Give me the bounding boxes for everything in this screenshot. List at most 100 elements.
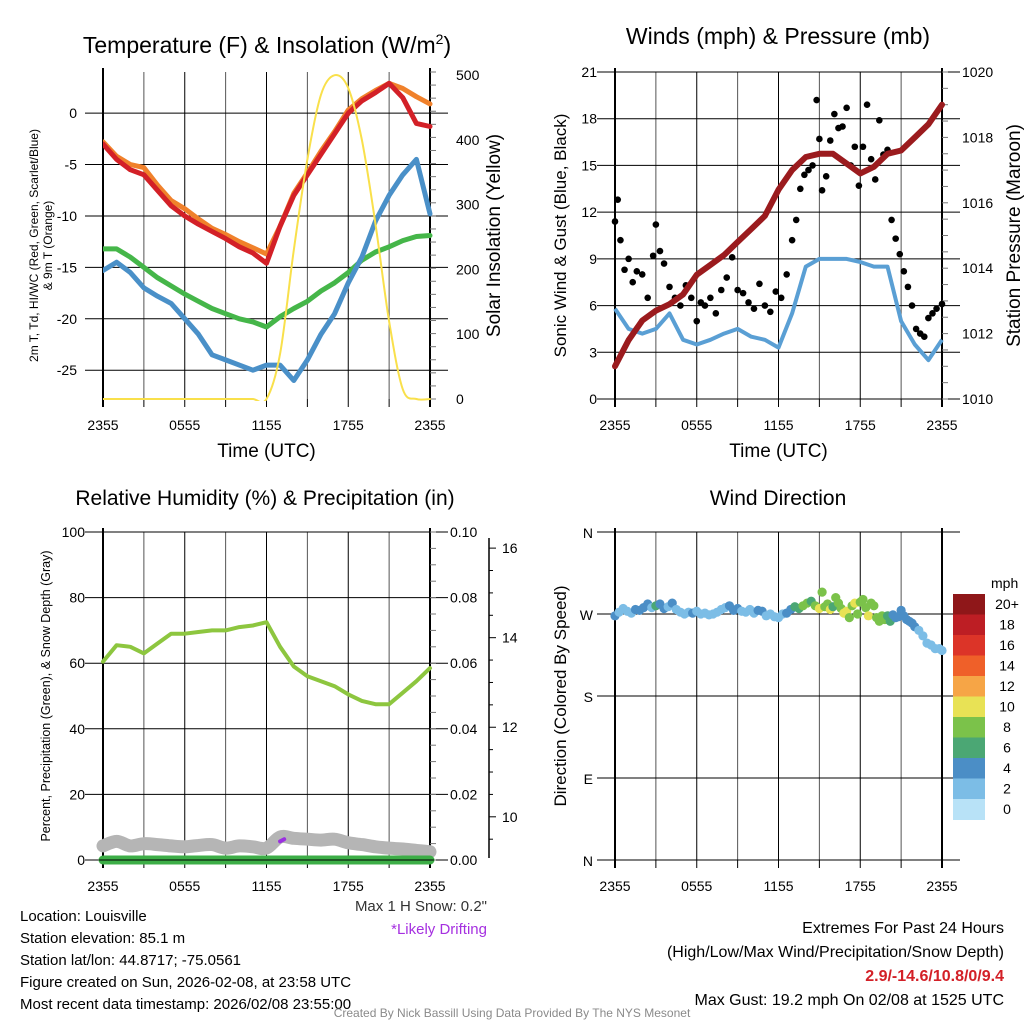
- gust-point: [734, 286, 741, 294]
- extremes-subtitle: (High/Low/Max Wind/Precipitation/Snow De…: [666, 944, 1004, 961]
- colorbar-swatch: [953, 676, 985, 697]
- wind-direction-chart: 2355 0555 1155 1755 2355 Wind Direction N E S W N D…: [551, 487, 1019, 894]
- colorbar-title: mph: [991, 575, 1018, 591]
- colorbar-label: 10: [999, 699, 1015, 715]
- gust-point: [813, 96, 820, 104]
- gust-point: [925, 314, 932, 322]
- x-tick-label: 2355: [87, 417, 118, 433]
- gust-point: [843, 104, 850, 112]
- latlon-text: Station lat/lon: 44.8717; -75.0561: [20, 952, 242, 969]
- y-tick-label: 21: [581, 64, 597, 80]
- drifting-marker: [278, 837, 287, 844]
- y2-tick-label: 200: [456, 261, 480, 277]
- y-tick-label: 3: [589, 344, 597, 360]
- gust-point: [649, 252, 657, 260]
- gust-point: [638, 271, 646, 278]
- y2-axis-label: Station Pressure (Maroon): [1004, 124, 1024, 347]
- gust-point: [677, 302, 684, 309]
- colorbar-swatch: [953, 614, 985, 636]
- gust-point: [805, 166, 812, 174]
- gust-point: [756, 280, 763, 288]
- y2-tick-label: 400: [456, 132, 480, 148]
- direction-point: [858, 594, 868, 605]
- y-tick-label: 20: [69, 786, 85, 802]
- gust-point: [867, 155, 875, 163]
- series-line-sonic-wind: [613, 256, 944, 363]
- y2-tick-label: 1010: [962, 391, 993, 407]
- y3-tick-label: 12: [502, 719, 518, 735]
- gust-point: [783, 271, 790, 278]
- colorbar-swatch: [953, 737, 985, 759]
- colorbar-swatch: [953, 799, 985, 820]
- y-tick-label: 60: [69, 655, 85, 671]
- y2-tick-label: 0.06: [450, 655, 477, 671]
- y-axis-label: Sonic Wind & Gust (Blue, Black): [551, 114, 570, 358]
- gust-point: [772, 288, 780, 295]
- gust-point: [701, 302, 709, 309]
- chart-title: Relative Humidity (%) & Precipitation (i…: [75, 487, 454, 510]
- gust-point: [912, 325, 920, 333]
- gust-point: [822, 173, 830, 180]
- y-tick-label: N: [583, 853, 593, 869]
- y-tick-label: 15: [581, 157, 597, 173]
- x-tick-label: 0555: [681, 417, 712, 433]
- gust-point: [723, 274, 731, 281]
- y-tick-label: N: [583, 525, 593, 541]
- colorbar-label: 14: [999, 658, 1015, 674]
- gust-point: [826, 137, 834, 144]
- y2-tick-label: 0.08: [450, 590, 477, 606]
- gust-point: [717, 286, 725, 294]
- colorbar-label: 18: [999, 617, 1015, 633]
- drifting-label: *Likely Drifting: [391, 921, 487, 938]
- x-axis-label: Time (UTC): [729, 441, 828, 462]
- gust-point: [712, 310, 720, 317]
- series-line-solar-insolation: [103, 74, 431, 401]
- y2-tick-label: 500: [456, 67, 480, 83]
- y-tick-label: 6: [589, 298, 597, 314]
- direction-point: [863, 611, 874, 621]
- gust-point: [777, 294, 785, 302]
- chart-title: Wind Direction: [710, 487, 847, 510]
- x-tick-label: 1755: [845, 878, 876, 894]
- x-tick-label: 0555: [681, 878, 712, 894]
- x-tick-label: 1755: [333, 878, 364, 894]
- y2-tick-label: 0.02: [450, 786, 477, 802]
- credit-text: Created By Nick Bassill Using Data Provi…: [333, 1006, 691, 1020]
- y-tick-label: -20: [57, 311, 77, 327]
- humidity-precip-chart: 2355 0555 1155 1755 2355 Relative Humidity (%…: [39, 487, 518, 894]
- y-tick-label: 0: [77, 852, 85, 868]
- y2-tick-label: 1018: [962, 129, 993, 145]
- y-tick-label: 80: [69, 590, 85, 606]
- y2-tick-label: 1020: [962, 64, 993, 80]
- gust-point: [863, 101, 871, 108]
- y3-tick-label: 16: [502, 540, 518, 556]
- y2-tick-label: 1016: [962, 195, 993, 211]
- y2-tick-label: 300: [456, 197, 480, 213]
- station-info: Location: Louisville Station elevation: …: [20, 906, 351, 1016]
- gust-point: [896, 250, 904, 258]
- y-tick-label: W: [580, 607, 594, 623]
- colorbar-label: 12: [999, 678, 1015, 694]
- y-tick-label: 18: [581, 111, 597, 127]
- recent-data-text: Most recent data timestamp: 2026/02/08 2…: [20, 996, 352, 1013]
- wind-pressure-chart: 2355 0555 1155 1755 2355 Winds (mph) & Pressu…: [551, 23, 1024, 462]
- gust-point: [660, 260, 668, 267]
- y-tick-label: 12: [581, 204, 597, 220]
- y-tick-label: 100: [62, 524, 86, 540]
- gust-point: [892, 235, 899, 242]
- y-tick-label: E: [584, 771, 593, 787]
- elevation-text: Station elevation: 85.1 m: [20, 930, 186, 947]
- gust-point: [761, 302, 769, 309]
- colorbar-label: 16: [999, 637, 1015, 653]
- y-axis-label-2: & 9m T (Orange): [41, 201, 55, 291]
- colorbar-swatch: [953, 594, 985, 615]
- colorbar-swatch: [953, 717, 985, 738]
- direction-point: [869, 601, 879, 611]
- y-tick-label: -15: [57, 259, 77, 275]
- extremes-values: 2.9/-14.6/10.8/0/9.4: [865, 968, 1004, 985]
- max-gust-text: Max Gust: 19.2 mph On 02/08 at 1525 UTC: [694, 992, 1005, 1009]
- temperature-chart: 2355 0555 1155 1755 2355 Temperature (F) & In…: [27, 31, 505, 462]
- gust-point: [938, 300, 946, 308]
- colorbar-label: 2: [1003, 781, 1011, 797]
